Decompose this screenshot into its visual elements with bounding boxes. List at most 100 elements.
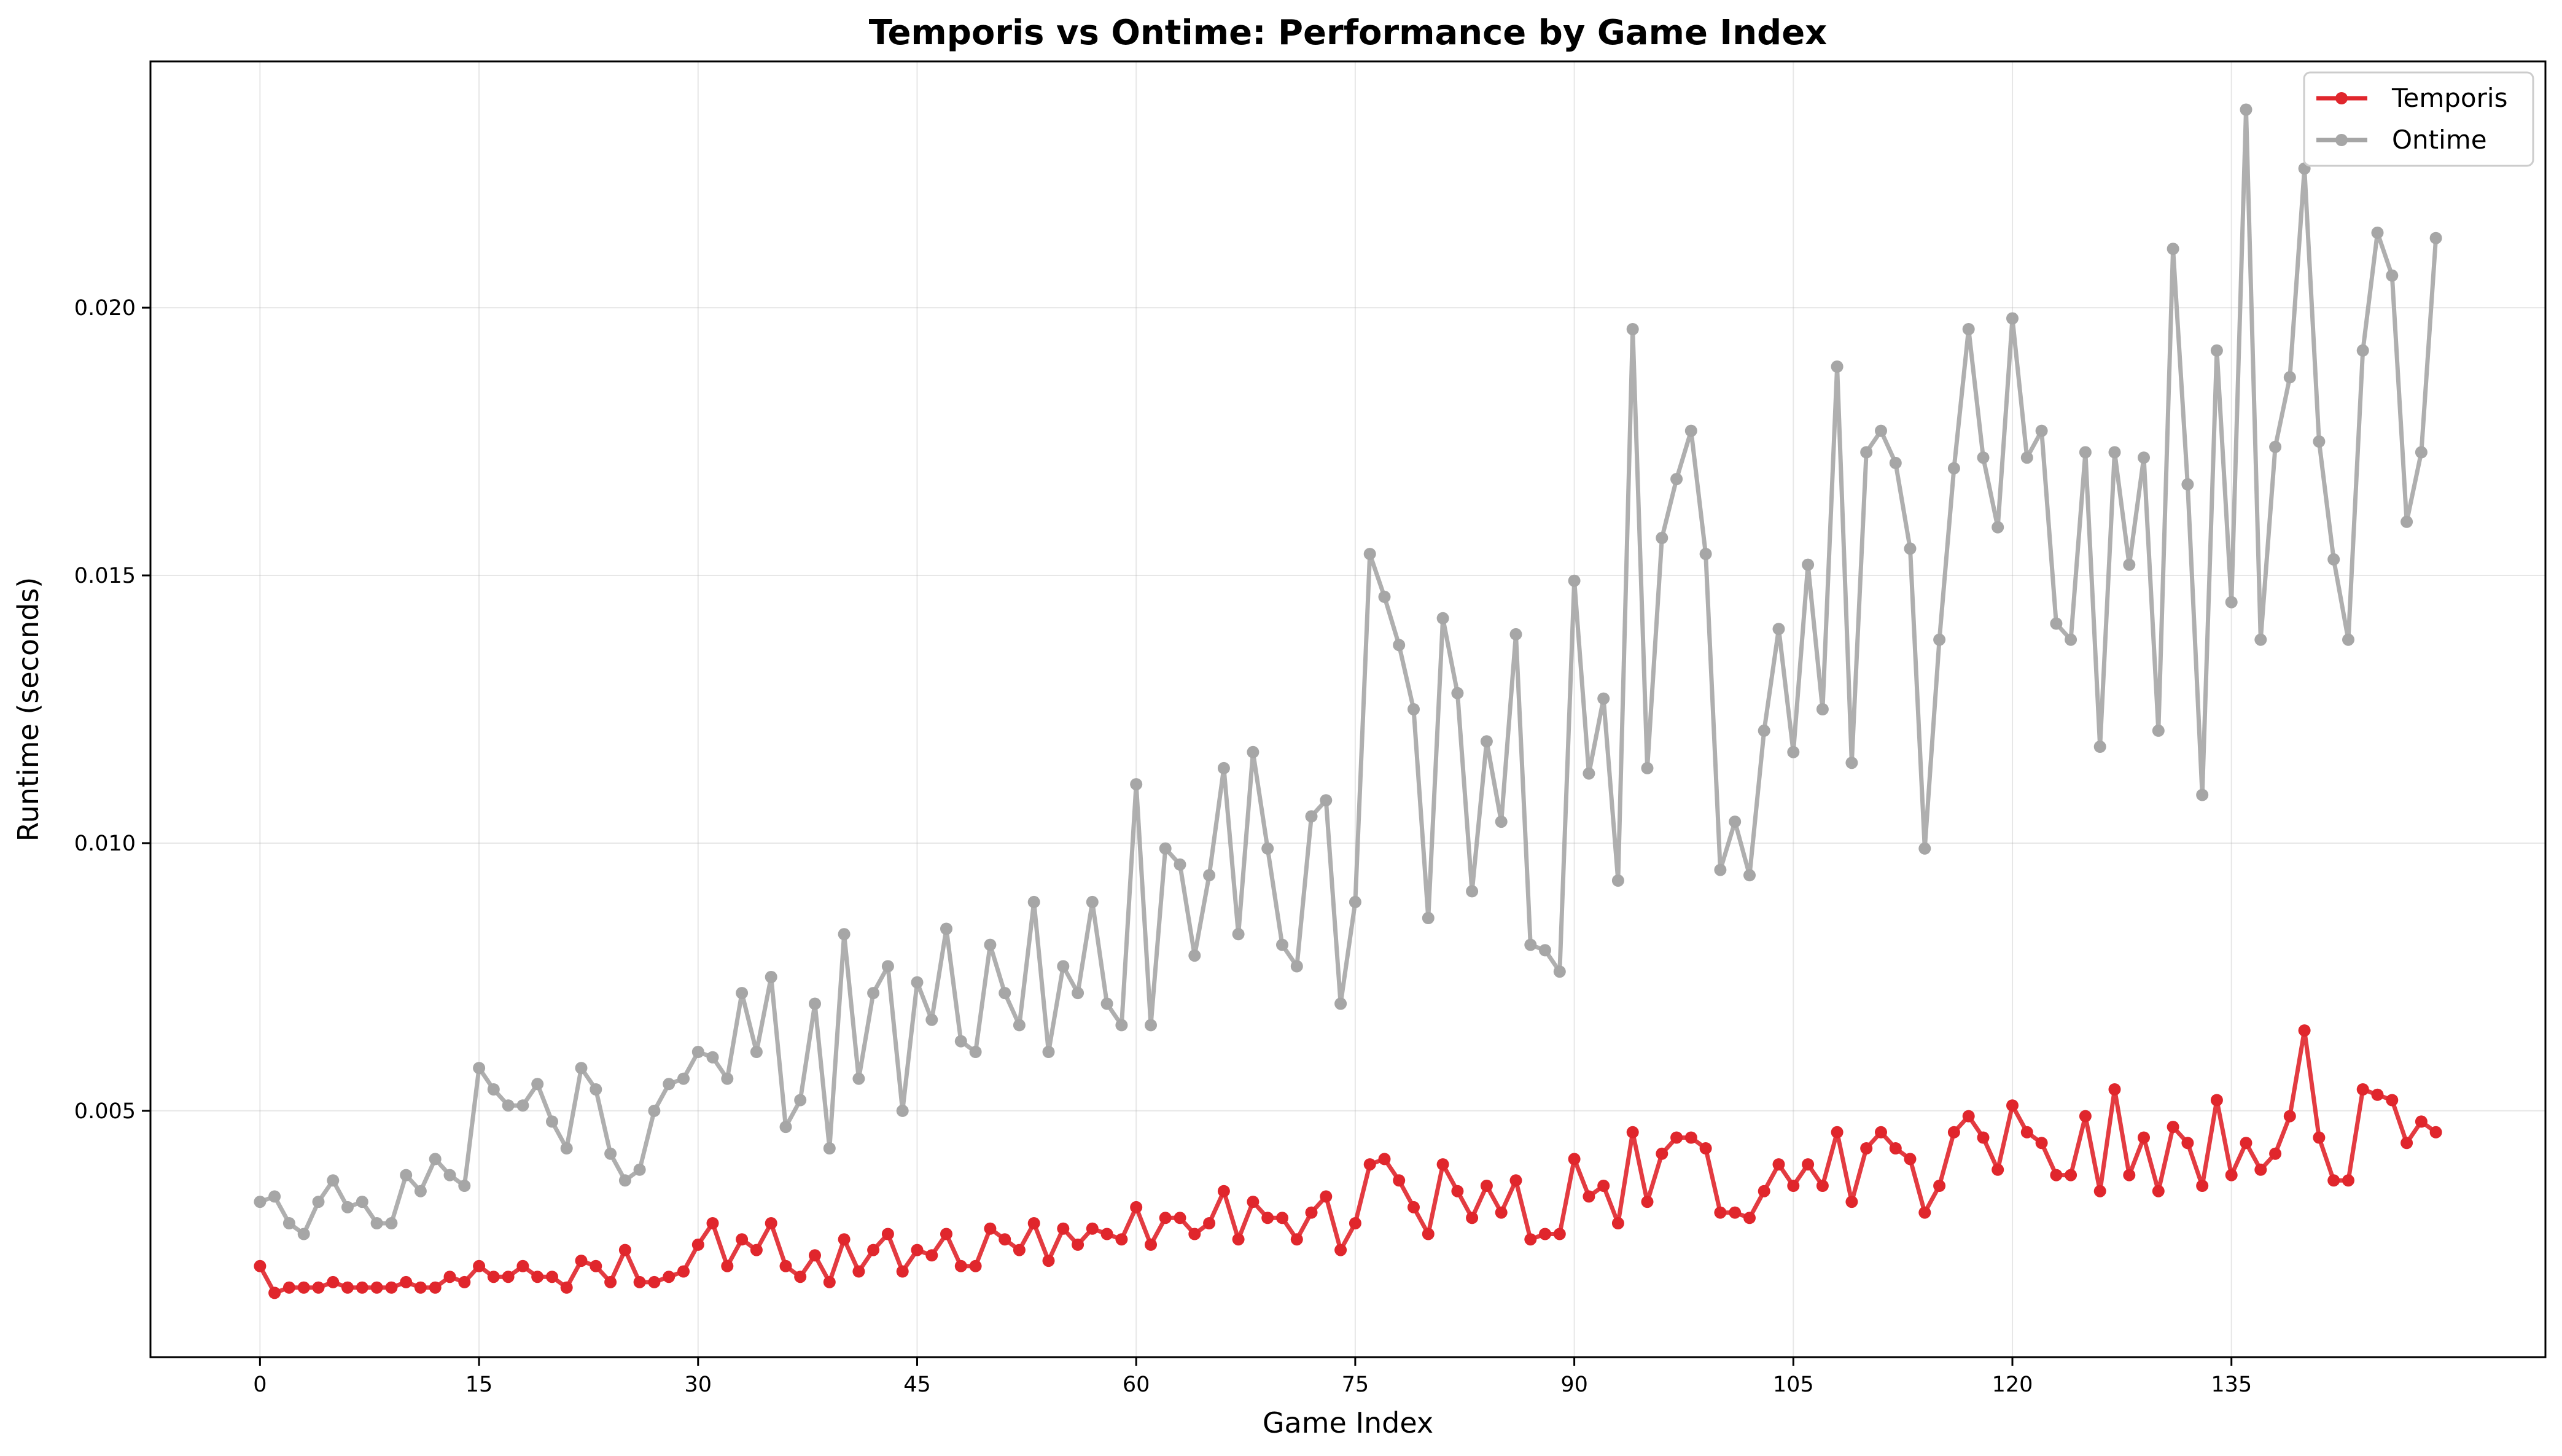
- data-point-ontime: [1130, 778, 1143, 791]
- data-point-ontime: [1217, 761, 1230, 774]
- data-point-ontime: [254, 1196, 267, 1209]
- data-point-ontime: [765, 971, 777, 983]
- data-point-temporis: [1466, 1212, 1479, 1224]
- data-point-ontime: [1845, 757, 1858, 769]
- data-point-temporis: [1072, 1238, 1084, 1251]
- data-point-ontime: [691, 1046, 704, 1058]
- data-point-temporis: [2210, 1094, 2223, 1107]
- data-point-ontime: [502, 1099, 515, 1112]
- data-point-temporis: [2283, 1110, 2296, 1123]
- data-point-ontime: [1904, 542, 1917, 555]
- data-point-temporis: [1992, 1163, 2004, 1176]
- data-point-temporis: [385, 1281, 398, 1294]
- data-point-ontime: [282, 1217, 295, 1229]
- data-point-temporis: [1684, 1131, 1697, 1144]
- data-point-ontime: [1962, 323, 1975, 335]
- data-point-temporis: [1845, 1196, 1858, 1209]
- data-point-temporis: [1568, 1153, 1581, 1166]
- data-point-temporis: [736, 1233, 749, 1246]
- data-point-temporis: [1290, 1233, 1303, 1246]
- data-point-ontime: [1583, 767, 1595, 780]
- data-point-temporis: [1451, 1185, 1464, 1197]
- data-point-temporis: [911, 1244, 924, 1256]
- data-point-ontime: [1875, 424, 1887, 437]
- data-point-ontime: [2123, 558, 2136, 571]
- data-point-ontime: [356, 1196, 368, 1209]
- data-point-temporis: [896, 1265, 909, 1278]
- data-point-temporis: [2065, 1169, 2077, 1182]
- data-point-ontime: [2240, 103, 2252, 116]
- data-point-temporis: [2093, 1185, 2106, 1197]
- x-axis-label: Game Index: [1263, 1406, 1433, 1439]
- data-point-ontime: [1013, 1019, 1026, 1032]
- data-point-ontime: [1378, 590, 1391, 603]
- x-tick-label: 0: [253, 1372, 267, 1397]
- data-point-temporis: [1860, 1142, 1873, 1154]
- data-point-temporis: [2006, 1099, 2019, 1112]
- data-point-ontime: [2138, 451, 2150, 464]
- data-point-ontime: [1772, 623, 1785, 636]
- data-point-ontime: [487, 1083, 500, 1096]
- data-point-temporis: [1203, 1217, 1216, 1229]
- data-point-ontime: [473, 1062, 486, 1075]
- data-point-ontime: [1393, 639, 1406, 652]
- data-point-ontime: [663, 1078, 676, 1091]
- data-point-ontime: [1714, 863, 1727, 876]
- legend-label-temporis: Temporis: [2391, 83, 2507, 113]
- data-point-temporis: [1188, 1228, 1201, 1240]
- data-point-ontime: [809, 997, 821, 1010]
- data-point-temporis: [1363, 1158, 1376, 1171]
- data-point-temporis: [691, 1238, 704, 1251]
- data-point-ontime: [706, 1051, 719, 1064]
- data-point-temporis: [1145, 1238, 1157, 1251]
- data-point-ontime: [852, 1072, 865, 1085]
- data-point-temporis: [1933, 1180, 1946, 1192]
- data-point-ontime: [2400, 515, 2413, 528]
- data-point-ontime: [297, 1228, 310, 1240]
- data-point-temporis: [1743, 1212, 1756, 1224]
- data-point-temporis: [2123, 1169, 2136, 1182]
- data-point-temporis: [706, 1217, 719, 1229]
- data-point-ontime: [1232, 928, 1245, 941]
- data-point-temporis: [1626, 1126, 1639, 1139]
- data-point-temporis: [1641, 1196, 1654, 1209]
- data-point-temporis: [999, 1233, 1011, 1246]
- data-point-temporis: [1495, 1206, 1508, 1219]
- y-tick-label: 0.010: [74, 831, 136, 856]
- data-point-temporis: [2313, 1131, 2326, 1144]
- data-point-temporis: [1305, 1206, 1318, 1219]
- data-point-ontime: [414, 1185, 427, 1197]
- data-point-ontime: [2327, 553, 2340, 566]
- data-point-ontime: [1787, 746, 1800, 758]
- data-point-temporis: [2415, 1115, 2428, 1128]
- data-point-temporis: [2167, 1121, 2179, 1134]
- data-point-ontime: [1086, 895, 1099, 908]
- data-point-temporis: [1509, 1174, 1522, 1187]
- data-point-ontime: [1758, 724, 1770, 737]
- data-point-temporis: [356, 1281, 368, 1294]
- data-point-temporis: [531, 1271, 544, 1283]
- data-point-ontime: [1641, 761, 1654, 774]
- data-point-temporis: [2356, 1083, 2369, 1096]
- data-point-ontime: [838, 928, 851, 941]
- x-tick-label: 75: [1342, 1372, 1369, 1397]
- data-point-temporis: [2400, 1137, 2413, 1150]
- data-point-ontime: [1568, 574, 1581, 587]
- data-point-ontime: [2342, 633, 2354, 646]
- data-point-ontime: [1524, 938, 1537, 951]
- data-point-temporis: [1802, 1158, 1815, 1171]
- data-point-ontime: [2415, 446, 2428, 459]
- data-point-temporis: [1174, 1212, 1186, 1224]
- data-point-ontime: [1436, 612, 1449, 625]
- data-point-ontime: [1509, 628, 1522, 640]
- data-point-ontime: [1889, 456, 1902, 469]
- legend: Temporis Ontime: [2303, 71, 2534, 167]
- data-point-temporis: [1772, 1158, 1785, 1171]
- data-point-temporis: [1159, 1212, 1172, 1224]
- data-point-ontime: [1203, 869, 1216, 882]
- data-point-ontime: [516, 1099, 529, 1112]
- data-point-temporis: [1086, 1222, 1099, 1235]
- data-point-ontime: [911, 976, 924, 989]
- data-point-temporis: [414, 1281, 427, 1294]
- data-point-temporis: [779, 1259, 792, 1272]
